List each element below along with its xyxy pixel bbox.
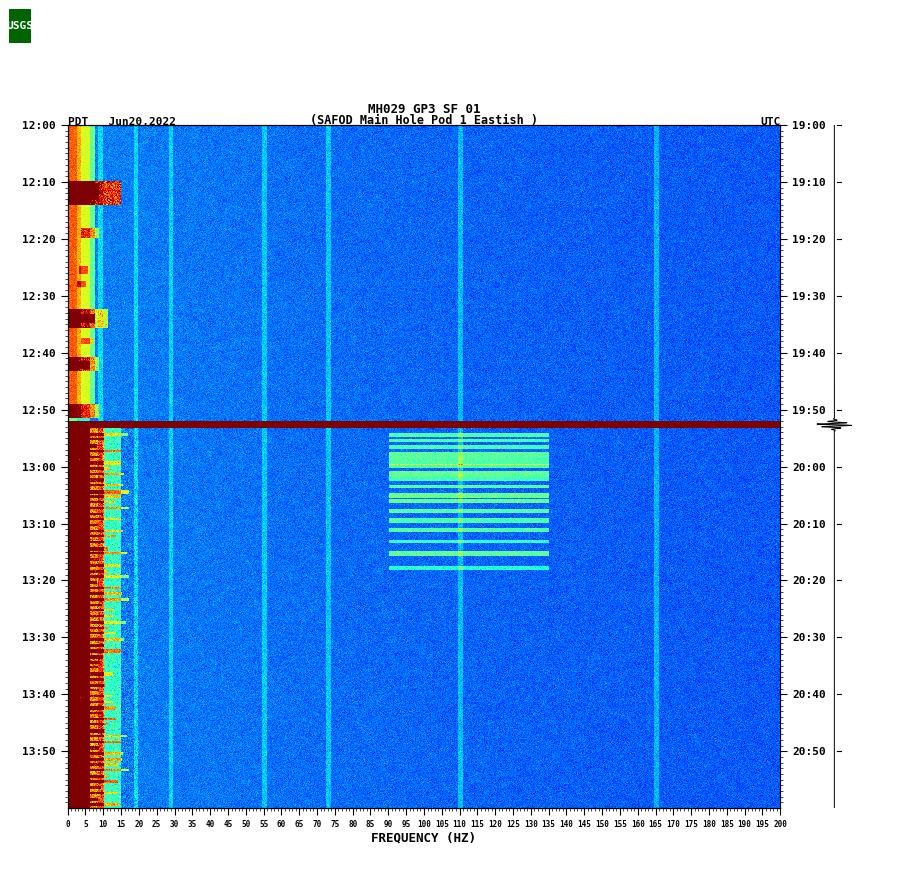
Text: USGS: USGS <box>6 21 33 31</box>
Bar <box>9 9 31 43</box>
Text: PDT   Jun20,2022: PDT Jun20,2022 <box>68 117 176 127</box>
X-axis label: FREQUENCY (HZ): FREQUENCY (HZ) <box>372 831 476 845</box>
Text: MH029 GP3 SF 01: MH029 GP3 SF 01 <box>368 103 480 116</box>
Text: (SAFOD Main Hole Pod 1 Eastish ): (SAFOD Main Hole Pod 1 Eastish ) <box>310 113 538 127</box>
Text: UTC: UTC <box>760 117 780 127</box>
